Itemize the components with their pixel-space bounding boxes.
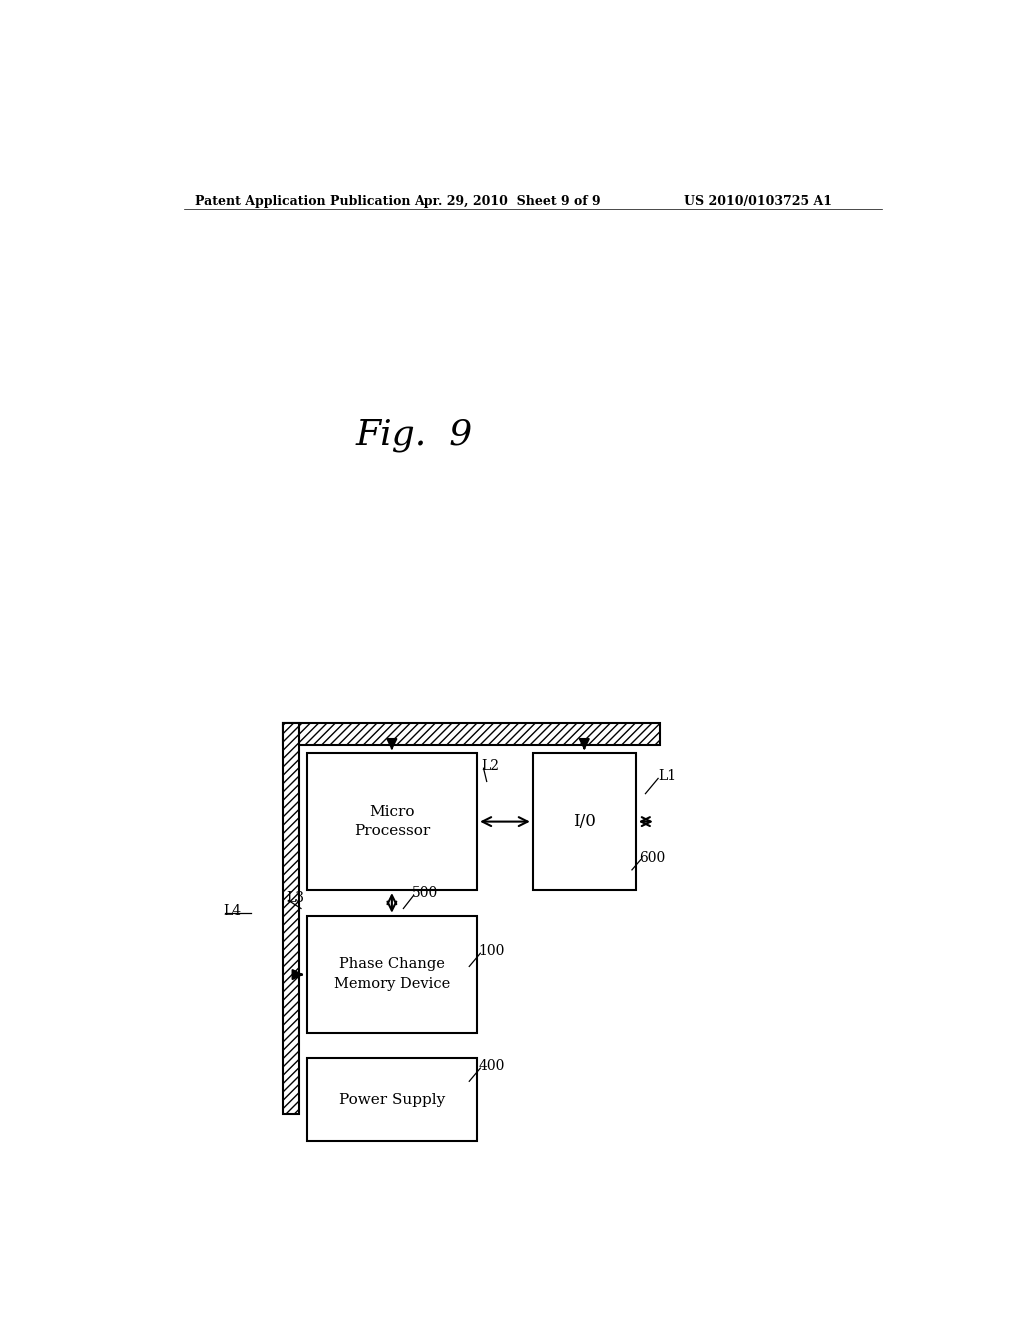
Text: US 2010/0103725 A1: US 2010/0103725 A1 (684, 195, 831, 209)
Text: 100: 100 (479, 944, 505, 958)
Bar (306, 916, 477, 1032)
Text: 500: 500 (412, 886, 438, 900)
Text: Micro
Processor: Micro Processor (353, 805, 430, 838)
Text: 600: 600 (639, 850, 666, 865)
Text: I/0: I/0 (572, 813, 596, 830)
Text: 400: 400 (479, 1059, 505, 1073)
Text: L1: L1 (658, 770, 676, 783)
Bar (306, 752, 477, 890)
Text: L4: L4 (223, 903, 242, 917)
Text: Fig.  9: Fig. 9 (355, 417, 472, 451)
Text: Phase Change
Memory Device: Phase Change Memory Device (334, 957, 450, 991)
Bar (283, 722, 299, 1114)
Text: Power Supply: Power Supply (339, 1093, 445, 1106)
Bar (306, 1057, 477, 1142)
Bar (283, 722, 659, 744)
Text: L2: L2 (481, 759, 499, 774)
Text: Apr. 29, 2010  Sheet 9 of 9: Apr. 29, 2010 Sheet 9 of 9 (414, 195, 600, 209)
Bar (532, 752, 636, 890)
Text: L3: L3 (287, 891, 305, 906)
Text: Patent Application Publication: Patent Application Publication (196, 195, 411, 209)
